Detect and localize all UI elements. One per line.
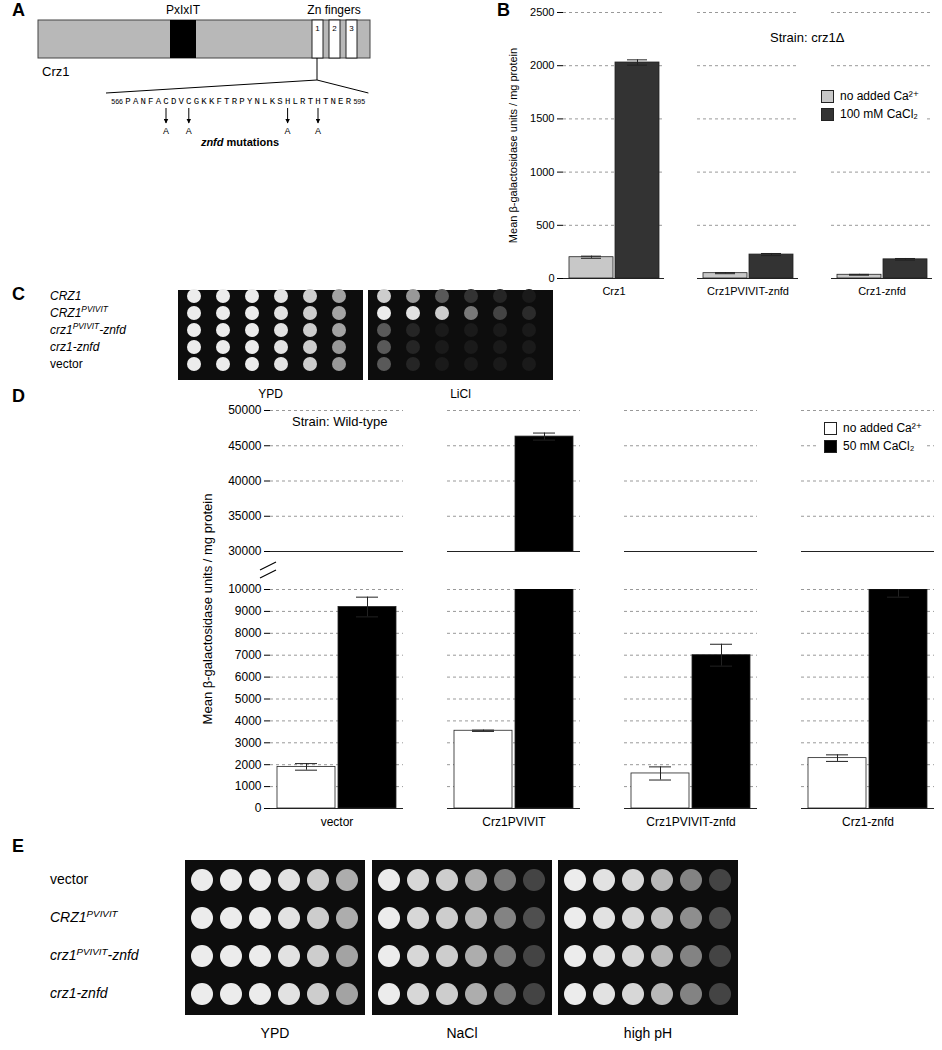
svg-text:G: G bbox=[194, 97, 199, 107]
svg-text:vector: vector bbox=[321, 815, 354, 829]
svg-text:Mean β-galactosidase units / m: Mean β-galactosidase units / mg protein bbox=[507, 48, 519, 243]
svg-text:PxIxIT: PxIxIT bbox=[166, 3, 201, 17]
svg-text:H: H bbox=[315, 97, 320, 107]
svg-text:YPD: YPD bbox=[258, 387, 283, 401]
html-text:Strain: crz1Δ: Strain: crz1Δ bbox=[770, 30, 845, 45]
svg-text:1500: 1500 bbox=[530, 112, 554, 124]
svg-text:D: D bbox=[12, 386, 25, 406]
svg-text:B: B bbox=[497, 0, 510, 20]
svg-text:10000: 10000 bbox=[228, 582, 262, 596]
svg-text:Crz1-znfd: Crz1-znfd bbox=[858, 285, 906, 297]
svg-text:R: R bbox=[232, 97, 238, 107]
svg-text:K: K bbox=[209, 97, 215, 107]
svg-text:A: A bbox=[163, 126, 169, 136]
svg-text:E: E bbox=[338, 97, 343, 107]
svg-text:2: 2 bbox=[332, 24, 337, 33]
svg-text:A: A bbox=[285, 126, 291, 136]
svg-text:crz1PVIVIT-znfd: crz1PVIVIT-znfd bbox=[50, 321, 126, 337]
svg-text:3: 3 bbox=[349, 24, 354, 33]
svg-text:F: F bbox=[148, 97, 153, 107]
svg-text:50000: 50000 bbox=[228, 403, 262, 417]
svg-text:vector: vector bbox=[50, 871, 88, 887]
svg-text:3000: 3000 bbox=[235, 736, 262, 750]
svg-text:N: N bbox=[140, 97, 145, 107]
svg-text:P: P bbox=[125, 97, 130, 107]
html-text:no added Ca²⁺: no added Ca²⁺ bbox=[843, 421, 923, 435]
svg-text:A: A bbox=[133, 97, 139, 107]
svg-text:Crz1: Crz1 bbox=[602, 285, 625, 297]
html-text:Strain: Wild-type: Strain: Wild-type bbox=[292, 414, 388, 429]
svg-text:crz1-znfd: crz1-znfd bbox=[50, 985, 109, 1001]
svg-text:R: R bbox=[346, 97, 352, 107]
svg-text:H: H bbox=[285, 97, 290, 107]
svg-text:znfd mutations: znfd mutations bbox=[200, 136, 279, 148]
svg-text:Zn fingers: Zn fingers bbox=[307, 3, 360, 17]
svg-text:F: F bbox=[216, 97, 221, 107]
svg-text:Crz1-znfd: Crz1-znfd bbox=[842, 815, 894, 829]
svg-text:Y: Y bbox=[247, 97, 253, 107]
svg-text:NaCl: NaCl bbox=[446, 1025, 477, 1041]
svg-text:Mean β-galactosidase units / m: Mean β-galactosidase units / mg protein bbox=[200, 494, 215, 725]
svg-text:E: E bbox=[12, 836, 24, 856]
svg-text:LiCl: LiCl bbox=[450, 387, 471, 401]
html-text:50 mM CaCl₂: 50 mM CaCl₂ bbox=[843, 439, 915, 453]
svg-text:0: 0 bbox=[548, 272, 554, 284]
svg-text:A: A bbox=[315, 126, 321, 136]
svg-text:595: 595 bbox=[353, 98, 365, 105]
svg-text:0: 0 bbox=[255, 801, 262, 815]
svg-text:S: S bbox=[277, 97, 282, 107]
svg-text:A: A bbox=[186, 126, 192, 136]
svg-text:Crz1PVIVIT-znfd: Crz1PVIVIT-znfd bbox=[707, 285, 789, 297]
svg-text:D: D bbox=[171, 97, 176, 107]
svg-text:T: T bbox=[323, 97, 329, 107]
svg-text:Crz1PVIVIT: Crz1PVIVIT bbox=[482, 815, 546, 829]
svg-text:A: A bbox=[156, 97, 162, 107]
svg-text:CRZ1: CRZ1 bbox=[50, 289, 81, 303]
svg-text:30000: 30000 bbox=[228, 544, 262, 558]
svg-text:1000: 1000 bbox=[530, 166, 554, 178]
svg-text:V: V bbox=[178, 97, 184, 107]
svg-text:500: 500 bbox=[536, 219, 554, 231]
svg-text:Crz1: Crz1 bbox=[42, 64, 69, 79]
svg-text:R: R bbox=[300, 97, 306, 107]
svg-text:CRZ1PVIVIT: CRZ1PVIVIT bbox=[50, 304, 109, 320]
svg-text:crz1PVIVIT-znfd: crz1PVIVIT-znfd bbox=[50, 946, 140, 963]
svg-text:C: C bbox=[163, 97, 169, 107]
svg-text:40000: 40000 bbox=[228, 474, 262, 488]
html-text:no added Ca²⁺: no added Ca²⁺ bbox=[840, 89, 920, 103]
svg-text:C: C bbox=[12, 284, 25, 304]
svg-text:N: N bbox=[254, 97, 259, 107]
svg-text:1: 1 bbox=[315, 24, 320, 33]
svg-text:K: K bbox=[201, 97, 207, 107]
svg-text:crz1-znfd: crz1-znfd bbox=[50, 340, 100, 354]
svg-text:L: L bbox=[262, 97, 267, 107]
svg-text:C: C bbox=[186, 97, 192, 107]
svg-text:2500: 2500 bbox=[530, 6, 554, 18]
svg-text:CRZ1PVIVIT: CRZ1PVIVIT bbox=[50, 908, 119, 925]
svg-text:N: N bbox=[330, 97, 335, 107]
svg-text:L: L bbox=[292, 97, 297, 107]
svg-text:K: K bbox=[270, 97, 276, 107]
svg-text:45000: 45000 bbox=[228, 439, 262, 453]
svg-text:4000: 4000 bbox=[235, 714, 262, 728]
svg-text:vector: vector bbox=[50, 357, 83, 371]
svg-text:1000: 1000 bbox=[235, 779, 262, 793]
svg-text:A: A bbox=[12, 0, 25, 20]
svg-text:35000: 35000 bbox=[228, 509, 262, 523]
svg-text:YPD: YPD bbox=[261, 1025, 290, 1041]
svg-text:high pH: high pH bbox=[624, 1025, 672, 1041]
svg-text:6000: 6000 bbox=[235, 670, 262, 684]
svg-text:P: P bbox=[239, 97, 244, 107]
svg-text:5000: 5000 bbox=[235, 692, 262, 706]
svg-text:8000: 8000 bbox=[235, 626, 262, 640]
svg-text:2000: 2000 bbox=[235, 758, 262, 772]
svg-text:9000: 9000 bbox=[235, 604, 262, 618]
svg-text:T: T bbox=[224, 97, 230, 107]
svg-text:566: 566 bbox=[111, 98, 123, 105]
html-text:100 mM CaCl₂: 100 mM CaCl₂ bbox=[840, 107, 918, 121]
svg-text:2000: 2000 bbox=[530, 59, 554, 71]
svg-text:Crz1PVIVIT-znfd: Crz1PVIVIT-znfd bbox=[646, 815, 735, 829]
svg-text:7000: 7000 bbox=[235, 648, 262, 662]
svg-text:T: T bbox=[308, 97, 314, 107]
